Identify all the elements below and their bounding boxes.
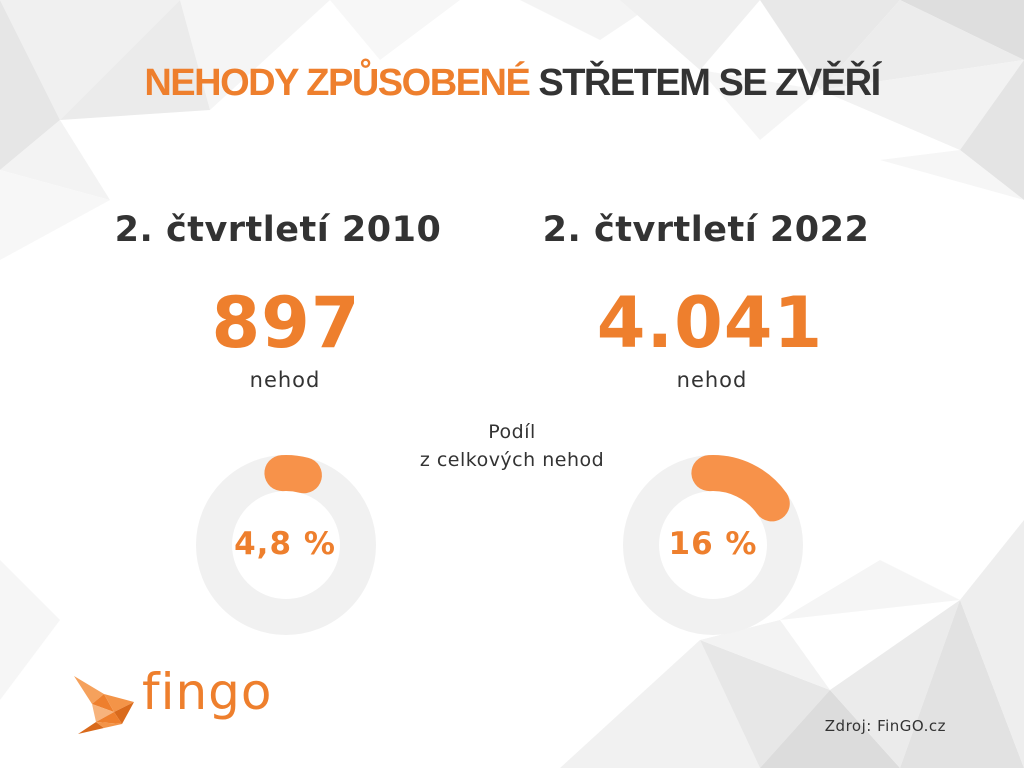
page-title: NEHODY ZPŮSOBENÉ STŘETEM SE ZVĚŘÍ [0, 62, 1024, 105]
logo-text: fingo [142, 663, 273, 721]
share-label-line1: Podíl [488, 421, 536, 443]
title-rest: STŘETEM SE ZVĚŘÍ [538, 62, 881, 104]
period-label-left: 2. čtvrtletí 2010 [114, 210, 442, 250]
share-label: Podíl z celkových nehod [362, 418, 662, 474]
count-value-right: 4.041 [596, 282, 824, 364]
percent-label-left: 4,8 % [234, 526, 336, 562]
fingo-logo: fingo [142, 663, 273, 721]
percent-label-right: 16 % [668, 526, 758, 562]
title-highlight: NEHODY ZPŮSOBENÉ [144, 62, 530, 104]
count-unit-right: nehod [676, 368, 748, 392]
count-unit-left: nehod [249, 368, 321, 392]
count-value-left: 897 [211, 282, 361, 364]
period-label-right: 2. čtvrtletí 2022 [542, 210, 870, 250]
source-note: Zdroj: FinGO.cz [824, 717, 946, 735]
donut-slice-0 [264, 455, 322, 494]
share-label-line2: z celkových nehod [419, 449, 605, 471]
fish-icon [74, 676, 134, 734]
donut-slice-1 [691, 455, 790, 522]
